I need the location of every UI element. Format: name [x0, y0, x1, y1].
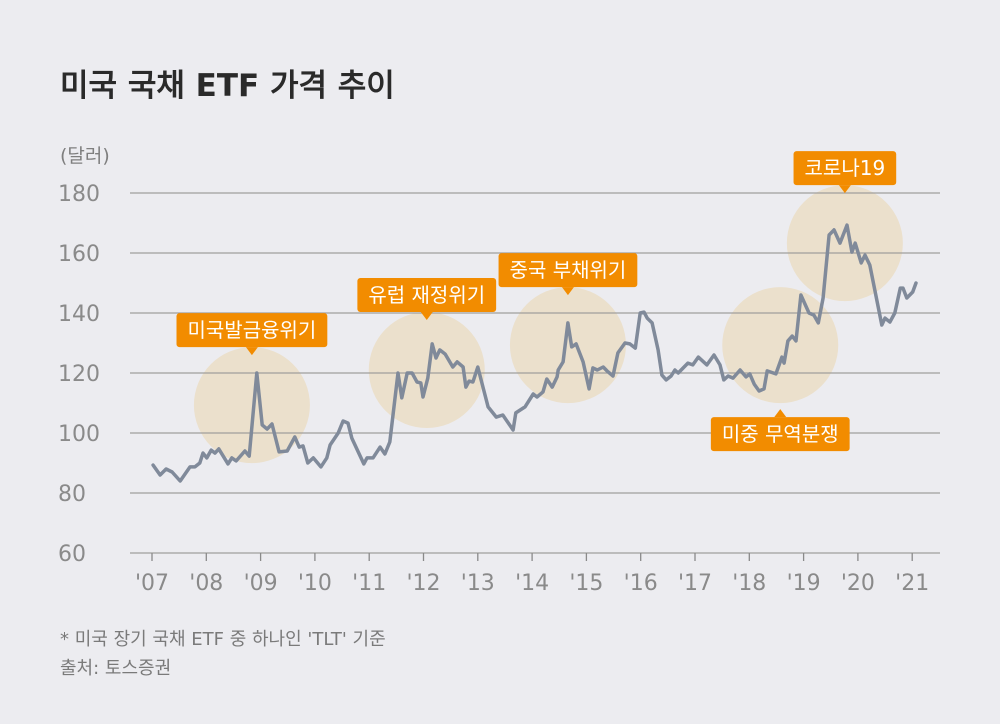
annotation-text: 유럽 재정위기 — [368, 283, 485, 307]
highlight-circle — [786, 185, 903, 302]
x-tick-label: '13 — [461, 571, 495, 596]
x-tick-label: '15 — [569, 571, 603, 596]
x-tick-label: '10 — [298, 571, 332, 596]
highlight-circle — [509, 287, 626, 404]
x-tick-label: '09 — [244, 571, 278, 596]
annotation-text: 코로나19 — [805, 156, 886, 180]
x-tick-label: '07 — [135, 571, 169, 596]
annotation-label: 유럽 재정위기 — [357, 278, 497, 320]
annotation-pointer — [245, 347, 258, 356]
highlight-circle — [193, 347, 310, 464]
x-tick-label: '14 — [515, 571, 549, 596]
footnote: * 미국 장기 국채 ETF 중 하나인 'TLT' 기준 — [60, 629, 386, 650]
x-tick-label: '17 — [678, 571, 712, 596]
price-line — [151, 223, 918, 483]
annotation-box — [357, 278, 497, 312]
x-tick-label: '11 — [352, 571, 386, 596]
source-note: 출처: 토스증권 — [60, 658, 171, 679]
y-tick-label: 160 — [58, 242, 100, 267]
y-tick-label: 60 — [58, 542, 86, 567]
chart-title: 미국 국채 ETF 가격 추이 — [60, 68, 395, 104]
y-tick-label: 120 — [58, 362, 100, 387]
annotation-label: 중국 부채위기 — [498, 253, 638, 296]
annotation-box — [710, 417, 850, 452]
annotation-text: 중국 부채위기 — [510, 258, 627, 282]
y-tick-label: 100 — [58, 422, 100, 447]
x-tick-label: '16 — [624, 571, 658, 596]
y-tick-label: 140 — [58, 302, 100, 327]
annotation-text: 미중 무역분쟁 — [722, 422, 839, 446]
y-axis-unit: (달러) — [60, 145, 110, 167]
annotation-label: 미중 무역분쟁 — [710, 409, 850, 452]
annotation-label: 코로나19 — [793, 151, 897, 194]
annotation-box — [498, 253, 638, 288]
y-tick-labels: 60 80 100 120 140 160 180 — [58, 182, 100, 567]
x-tick-label: '08 — [189, 571, 223, 596]
annotation-pointer — [838, 185, 851, 194]
annotation-text: 미국발금융위기 — [188, 318, 317, 342]
annotation-pointer — [774, 409, 787, 418]
x-tick-label: '12 — [406, 571, 440, 596]
annotation-label: 미국발금융위기 — [176, 313, 328, 356]
highlight-circle — [368, 312, 485, 428]
x-tick-label: '18 — [732, 571, 766, 596]
annotation-box — [793, 151, 897, 186]
x-tick-label: '20 — [841, 571, 875, 596]
x-tick-labels: '07 '08 '09 '10 '11 '12 '13 '14 '15 '16 '17 '18 '19 '… — [135, 571, 929, 596]
annotation-pointer — [420, 312, 433, 320]
x-tick-label: '21 — [895, 571, 929, 596]
annotation-pointer — [561, 287, 574, 296]
y-tick-label: 180 — [58, 182, 100, 207]
y-tick-label: 80 — [58, 482, 86, 507]
x-tick-label: '19 — [787, 571, 821, 596]
annotation-box — [176, 313, 328, 348]
